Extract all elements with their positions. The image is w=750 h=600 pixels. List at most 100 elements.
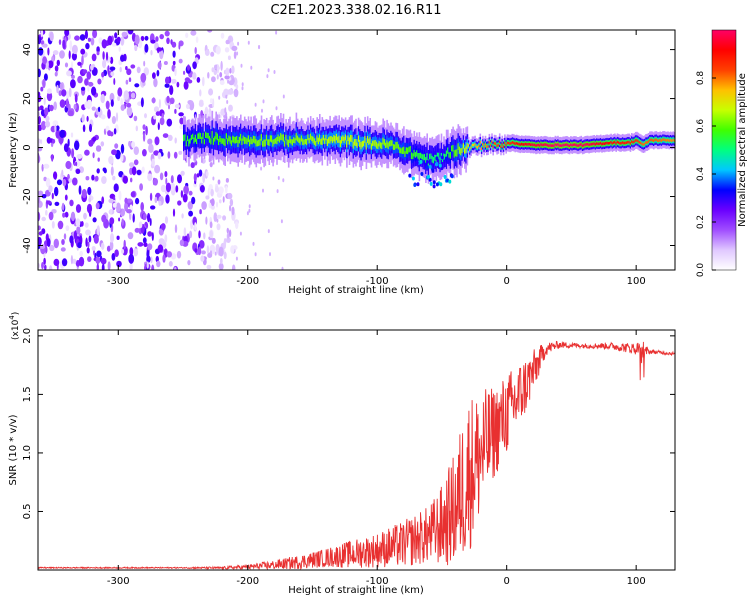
ridge-cell bbox=[550, 144, 553, 148]
ridge-cell bbox=[668, 139, 671, 143]
ridge-cell bbox=[476, 146, 479, 149]
snr-series-line bbox=[38, 340, 675, 570]
noise-blob bbox=[232, 264, 236, 270]
noise-blob bbox=[140, 202, 144, 212]
noise-blob bbox=[70, 211, 76, 222]
noise-blob bbox=[254, 252, 257, 257]
ridge-cell bbox=[241, 138, 243, 145]
noise-blob bbox=[101, 214, 107, 223]
noise-blob bbox=[88, 99, 92, 108]
ridge-cell bbox=[646, 141, 649, 144]
noise-blob bbox=[207, 30, 213, 33]
noise-blob bbox=[241, 82, 244, 87]
noise-blob bbox=[173, 151, 178, 159]
noise-blob bbox=[111, 116, 116, 124]
ridge-cell bbox=[475, 145, 478, 149]
noise-blob bbox=[38, 138, 41, 144]
noise-blob bbox=[156, 260, 161, 268]
ridge-cell bbox=[557, 143, 559, 146]
noise-blob bbox=[92, 217, 97, 223]
noise-blob bbox=[207, 187, 210, 198]
noise-blob bbox=[143, 242, 148, 247]
noise-blob bbox=[223, 240, 227, 249]
ridge-cell bbox=[273, 139, 276, 145]
noise-blob bbox=[92, 152, 95, 159]
ridge-cell bbox=[501, 142, 504, 146]
noise-blob bbox=[107, 109, 111, 119]
noise-blob bbox=[153, 178, 158, 186]
noise-blob bbox=[180, 190, 184, 198]
noise-blob bbox=[227, 234, 230, 238]
noise-blob bbox=[282, 178, 285, 183]
noise-blob bbox=[187, 100, 193, 105]
ridge-cell bbox=[559, 144, 562, 147]
ridge-cell bbox=[462, 143, 465, 149]
noise-blob bbox=[128, 140, 131, 147]
noise-blob bbox=[258, 45, 260, 50]
x-tick-label: 100 bbox=[627, 276, 646, 287]
ridge-cell bbox=[523, 143, 526, 146]
noise-blob bbox=[261, 108, 263, 113]
noise-blob bbox=[121, 248, 125, 254]
ridge-cell bbox=[554, 143, 557, 146]
noise-blob bbox=[87, 81, 94, 87]
noise-blob bbox=[145, 125, 148, 136]
ridge-cell bbox=[497, 143, 500, 147]
noise-blob bbox=[126, 209, 132, 214]
ridge-cell bbox=[426, 159, 429, 164]
noise-blob bbox=[165, 177, 168, 185]
noise-blob bbox=[267, 68, 270, 73]
noise-blob bbox=[157, 122, 160, 131]
noise-blob bbox=[61, 202, 65, 211]
ridge-cell bbox=[430, 153, 432, 159]
noise-blob bbox=[113, 78, 116, 85]
ridge-cell bbox=[386, 140, 388, 148]
ridge-cell bbox=[581, 144, 584, 148]
noise-blob bbox=[97, 157, 100, 162]
ridge-cell bbox=[448, 152, 450, 158]
noise-blob bbox=[237, 41, 240, 46]
noise-blob bbox=[210, 198, 215, 207]
ridge-cell bbox=[502, 145, 505, 148]
ridge-cell bbox=[633, 140, 636, 143]
ridge-cell bbox=[545, 143, 548, 146]
noise-blob bbox=[132, 213, 135, 223]
noise-blob bbox=[230, 245, 235, 254]
ridge-cell bbox=[508, 141, 510, 145]
noise-blob bbox=[38, 196, 41, 204]
ridge-cell bbox=[330, 136, 333, 142]
noise-blob bbox=[228, 80, 235, 86]
noise-blob bbox=[42, 78, 46, 89]
noise-blob bbox=[85, 42, 90, 50]
ridge-cell bbox=[612, 141, 615, 144]
noise-blob bbox=[153, 106, 160, 113]
y-tick-label: 0 bbox=[22, 144, 33, 150]
noise-blob bbox=[262, 99, 265, 104]
noise-blob bbox=[125, 66, 128, 71]
ridge-cell bbox=[295, 133, 298, 141]
noise-blob bbox=[47, 60, 54, 69]
noise-blob bbox=[54, 124, 57, 133]
noise-blob bbox=[170, 253, 177, 260]
noise-blob bbox=[235, 221, 239, 229]
noise-blob bbox=[96, 51, 100, 56]
ridge-cell bbox=[457, 143, 460, 150]
noise-blob bbox=[54, 186, 59, 197]
noise-blob bbox=[229, 198, 234, 207]
ridge-cell bbox=[405, 147, 408, 154]
noise-blob bbox=[123, 90, 129, 100]
noise-blob bbox=[144, 35, 149, 41]
noise-blob bbox=[91, 246, 96, 251]
noise-blob bbox=[76, 154, 83, 159]
noise-blob bbox=[202, 173, 206, 184]
noise-blob bbox=[225, 178, 229, 183]
noise-blob bbox=[63, 143, 69, 153]
noise-blob bbox=[209, 221, 213, 229]
noise-blob bbox=[80, 48, 86, 55]
ridge-cell bbox=[320, 138, 322, 145]
ridge-cell bbox=[419, 159, 423, 164]
noise-blob bbox=[211, 237, 216, 244]
ridge-cell bbox=[338, 135, 340, 143]
ridge-cell bbox=[416, 150, 418, 157]
noise-blob bbox=[120, 54, 125, 62]
